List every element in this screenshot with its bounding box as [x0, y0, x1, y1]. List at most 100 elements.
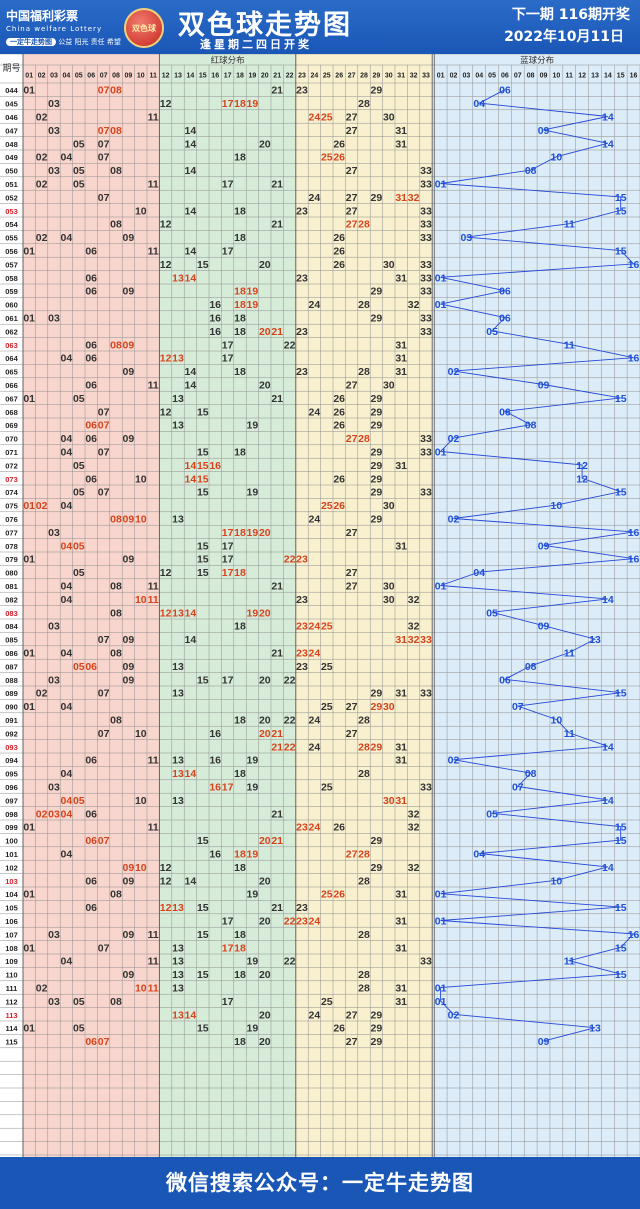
red-ball: 07: [98, 192, 110, 204]
red-ball: 15: [197, 487, 209, 499]
red-ball: 21: [271, 902, 283, 914]
red-ball: 07: [98, 138, 110, 150]
red-ball: 16: [209, 755, 221, 767]
red-ball: 09: [123, 634, 135, 646]
red-ball: 06: [85, 339, 97, 351]
red-ball: 15: [197, 460, 209, 472]
red-ball: 09: [123, 554, 135, 566]
blue-ball: 15: [615, 835, 627, 847]
red-ball: 29: [371, 393, 383, 405]
red-ball: 26: [333, 246, 345, 258]
red-ball: 02: [36, 179, 48, 191]
blue-ball: 16: [628, 259, 640, 271]
issue-label: 069: [5, 421, 18, 430]
red-ball: 31: [395, 983, 407, 995]
red-ball: 12: [160, 353, 172, 365]
red-ball: 09: [123, 366, 135, 378]
red-ball: 12: [160, 98, 172, 110]
blue-ball: 06: [499, 286, 511, 298]
red-ball: 16: [209, 299, 221, 311]
blue-ball: 04: [473, 849, 485, 861]
red-ball: 20: [259, 138, 271, 150]
red-ball: 09: [123, 661, 135, 673]
issue-label: 067: [5, 394, 18, 403]
red-ball: 31: [395, 795, 407, 807]
red-ball: 20: [259, 259, 271, 271]
red-ball: 28: [358, 98, 370, 110]
red-ball: 20: [259, 916, 271, 928]
brand-name: 中国福利彩票: [6, 9, 79, 23]
red-ball: 23: [296, 594, 308, 606]
blue-ball: 14: [602, 795, 614, 807]
red-ball: 29: [371, 835, 383, 847]
red-ball: 18: [234, 942, 246, 954]
red-ball: 13: [172, 768, 184, 780]
red-ball: 33: [420, 634, 432, 646]
issue-label: 045: [5, 100, 18, 109]
red-ball: 04: [61, 581, 73, 593]
red-ball: 28: [358, 715, 370, 727]
red-ball: 25: [321, 889, 333, 901]
red-ball: 29: [371, 701, 383, 713]
red-ball: 23: [296, 648, 308, 660]
red-ball: 17: [222, 353, 234, 365]
red-ball: 19: [247, 755, 259, 767]
issue-label: 065: [5, 368, 18, 377]
red-ball: 18: [234, 621, 246, 633]
red-column-label: 17: [224, 73, 232, 80]
issue-label: 111: [6, 984, 18, 993]
blue-ball: 02: [448, 755, 460, 767]
red-ball: 01: [23, 313, 35, 325]
red-ball: 27: [346, 125, 358, 137]
red-ball: 29: [371, 487, 383, 499]
red-ball: 18: [234, 152, 246, 164]
red-ball: 04: [61, 849, 73, 861]
blue-ball: 11: [564, 956, 575, 968]
red-ball: 13: [172, 795, 184, 807]
red-ball: 28: [358, 366, 370, 378]
red-ball: 10: [135, 728, 147, 740]
red-ball: 14: [185, 460, 197, 472]
blue-ball: 15: [615, 205, 627, 217]
red-ball: 21: [271, 393, 283, 405]
red-ball: 14: [185, 607, 197, 619]
red-ball: 07: [98, 1036, 110, 1048]
red-column-label: 22: [286, 73, 294, 80]
red-ball: 19: [247, 299, 259, 311]
red-ball: 18: [234, 299, 246, 311]
red-ball: 17: [222, 554, 234, 566]
issue-label: 105: [5, 904, 18, 913]
red-ball: 06: [85, 835, 97, 847]
red-ball: 27: [346, 701, 358, 713]
red-ball: 13: [172, 393, 184, 405]
red-ball: 15: [197, 674, 209, 686]
red-ball: 18: [234, 205, 246, 217]
red-ball: 23: [296, 554, 308, 566]
red-ball: 07: [98, 152, 110, 164]
blue-column-label: 12: [578, 73, 586, 80]
red-column-label: 14: [187, 73, 195, 80]
issue-label: 109: [5, 957, 18, 966]
red-ball: 27: [346, 728, 358, 740]
red-zone-title: 红球分布: [211, 55, 245, 66]
blue-ball: 08: [525, 420, 537, 432]
red-ball: 04: [61, 956, 73, 968]
red-ball: 29: [371, 447, 383, 459]
red-ball: 32: [408, 808, 420, 820]
blue-ball: 09: [538, 1036, 550, 1048]
red-ball: 05: [73, 996, 85, 1008]
red-ball: 17: [222, 527, 234, 539]
red-ball: 04: [61, 433, 73, 445]
red-ball: 09: [123, 286, 135, 298]
blue-ball: 14: [602, 741, 614, 753]
red-ball: 23: [296, 621, 308, 633]
red-ball: 14: [185, 473, 197, 485]
blue-ball: 01: [435, 179, 447, 191]
red-ball: 05: [73, 661, 85, 673]
blue-ball: 14: [602, 138, 614, 150]
issue-label: 082: [5, 595, 18, 604]
red-ball: 19: [247, 487, 259, 499]
red-ball: 06: [85, 473, 97, 485]
red-ball: 03: [48, 621, 60, 633]
red-ball: 31: [395, 741, 407, 753]
